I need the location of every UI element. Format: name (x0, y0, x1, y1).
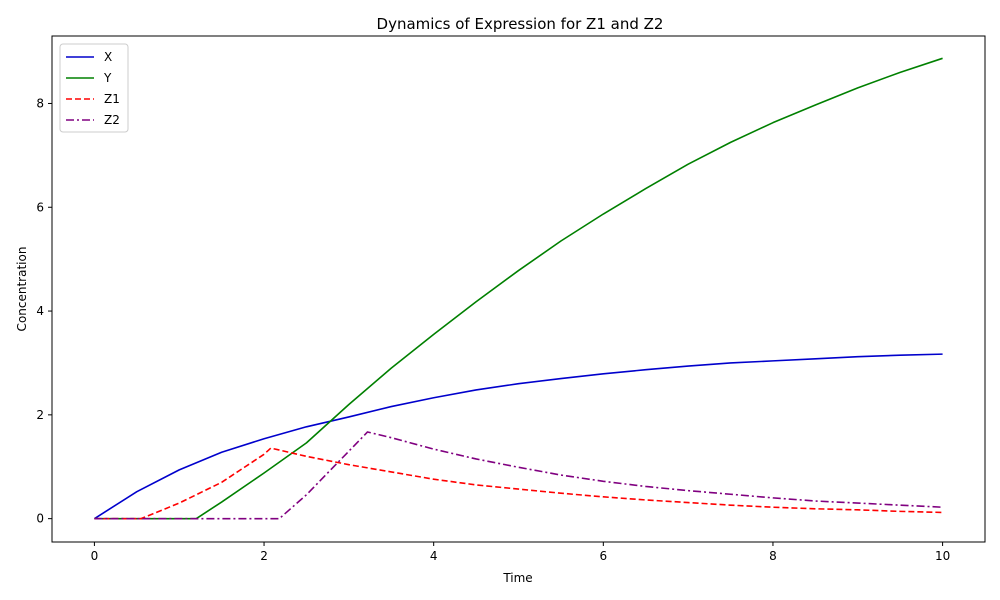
series-line-y (94, 57, 943, 520)
y-tick-label: 8 (36, 96, 44, 110)
x-tick-label: 0 (91, 549, 99, 563)
plot-area (51, 35, 986, 543)
y-axis: 0 2 4 6 8 (36, 96, 52, 526)
x-tick-label: 8 (769, 549, 777, 563)
x-axis-label: Time (502, 571, 532, 585)
y-tick-label: 2 (36, 408, 44, 422)
legend-label-y: Y (103, 71, 112, 85)
series-layer (93, 57, 943, 520)
y-tick-label: 4 (36, 304, 44, 318)
x-axis: 0 2 4 6 8 10 (91, 542, 950, 563)
x-tick-label: 4 (430, 549, 438, 563)
y-tick-label: 0 (36, 512, 44, 526)
legend-label-z2: Z2 (104, 113, 120, 127)
chart-title: Dynamics of Expression for Z1 and Z2 (377, 15, 664, 33)
series-line-z1 (94, 447, 943, 520)
x-tick-label: 6 (599, 549, 607, 563)
x-tick-label: 2 (260, 549, 268, 563)
legend: XY Z1 Z2 (59, 43, 129, 133)
legend-label-x: X (104, 50, 112, 64)
legend-box (59, 43, 129, 133)
y-tick-label: 6 (36, 200, 44, 214)
x-tick-label: 10 (935, 549, 950, 563)
y-axis-label: Concentration (15, 247, 29, 332)
legend-label-z1: Z1 (104, 92, 120, 106)
series-line-x (93, 353, 943, 520)
series-line-z2 (94, 431, 943, 520)
